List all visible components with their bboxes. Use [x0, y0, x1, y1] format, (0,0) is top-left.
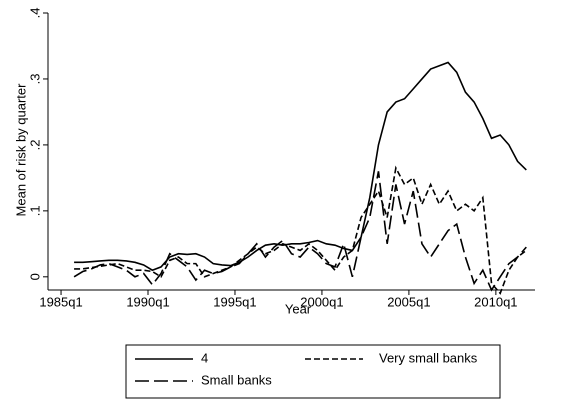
legend-box: [125, 344, 501, 399]
y-tick-label: 0: [27, 273, 42, 280]
x-tick-label: 1990q1: [126, 294, 169, 309]
x-tick-label: 2000q1: [300, 294, 343, 309]
y-tick-label: .3: [27, 74, 42, 85]
y-tick-label: .2: [27, 139, 42, 150]
x-tick-label: 1995q1: [213, 294, 256, 309]
legend-label: Very small banks: [379, 350, 478, 365]
y-axis-title: Mean of risk by quarter: [13, 83, 28, 217]
x-tick-label: 1985q1: [39, 294, 82, 309]
legend-label: 4: [201, 350, 208, 365]
series-line: [73, 171, 527, 292]
x-axis-title: Year: [285, 301, 312, 316]
series-line: [74, 61, 527, 272]
y-tick-label: .1: [27, 205, 42, 216]
series-line: [74, 165, 527, 295]
x-tick-label: 2010q1: [474, 294, 517, 309]
legend-label: Small banks: [201, 372, 272, 387]
x-tick-label: 2005q1: [387, 294, 430, 309]
y-tick-label: .4: [27, 8, 42, 19]
